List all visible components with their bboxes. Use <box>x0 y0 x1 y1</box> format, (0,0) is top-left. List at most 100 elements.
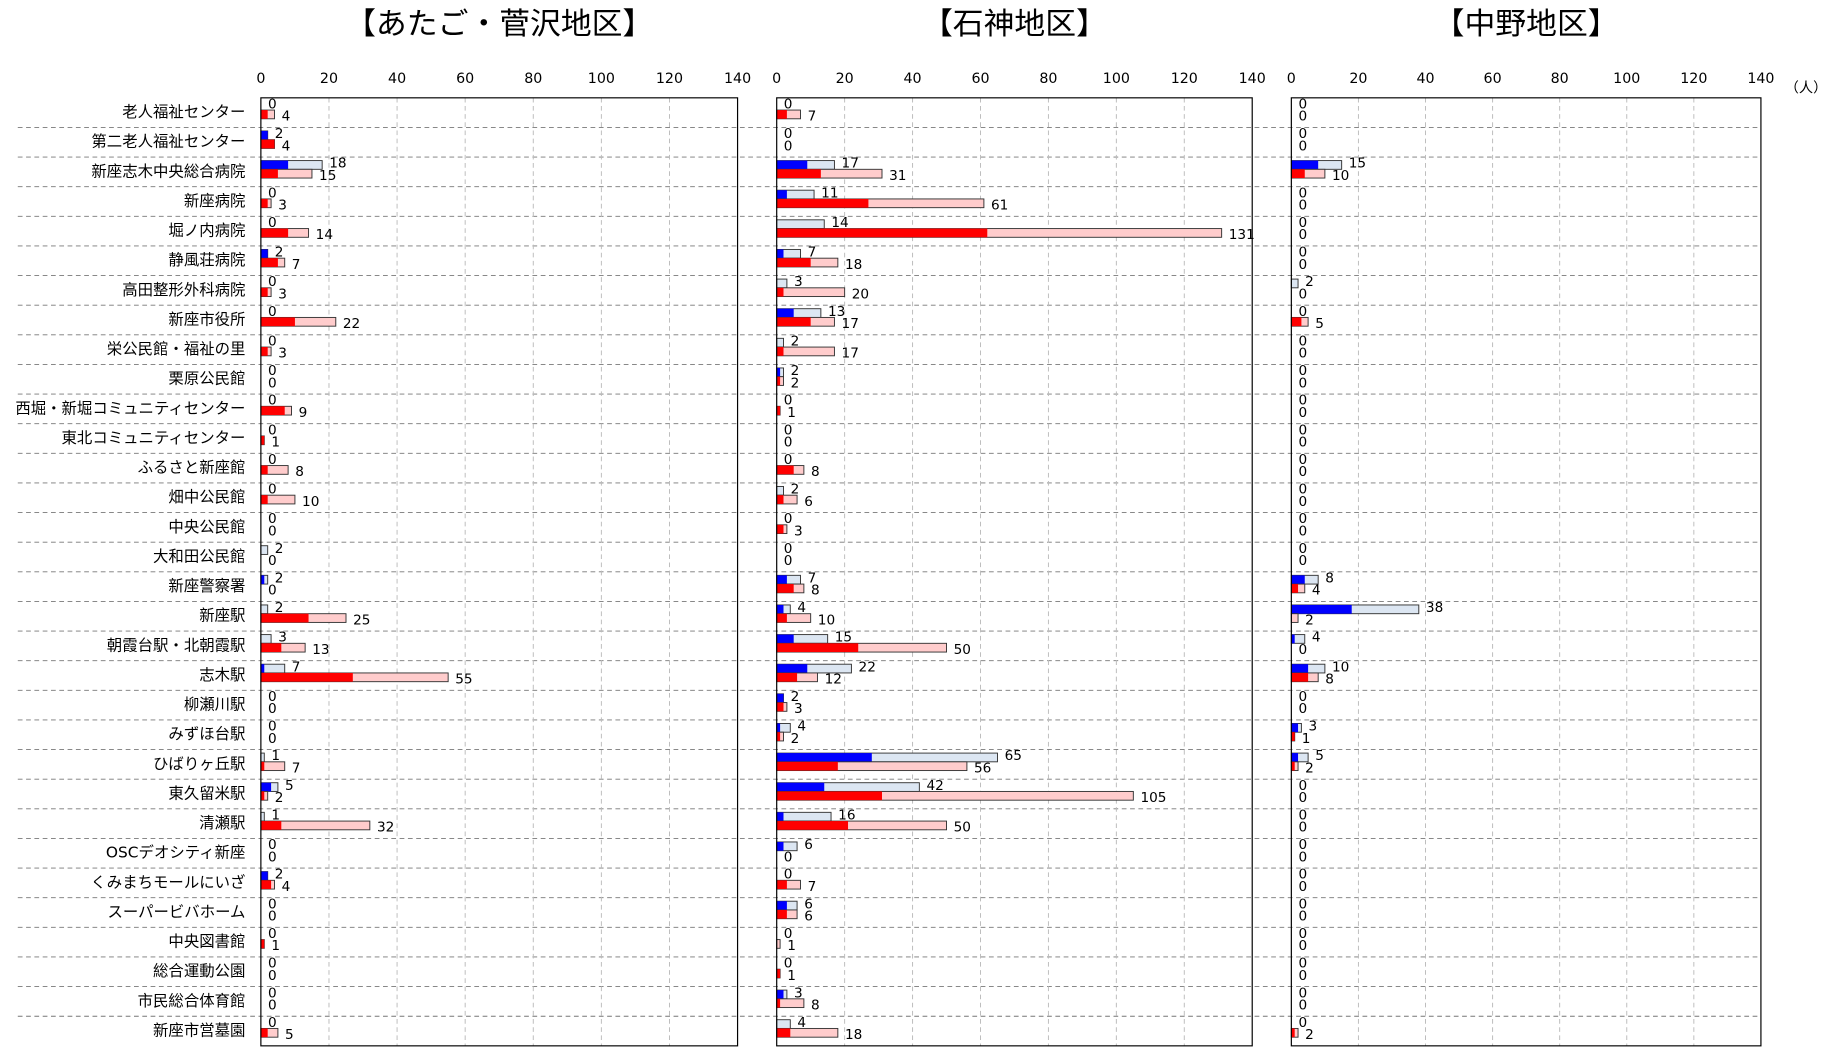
value-label: 12 <box>825 672 842 688</box>
value-label: 0 <box>1298 837 1307 853</box>
bar-part <box>776 672 798 682</box>
value-label: 0 <box>1298 97 1307 113</box>
x-tick-label: 60 <box>456 71 474 87</box>
bar-part <box>260 169 278 179</box>
x-tick-label: 140 <box>724 71 751 87</box>
value-label: 0 <box>268 482 277 498</box>
value-label: 4 <box>282 879 291 895</box>
value-label: 5 <box>285 1027 294 1043</box>
value-label: 0 <box>1298 138 1307 154</box>
value-label: 13 <box>312 642 329 658</box>
bar-part <box>1291 1028 1295 1038</box>
value-label: 6 <box>804 494 813 510</box>
value-label: 0 <box>1298 879 1307 895</box>
value-label: 0 <box>1298 909 1307 925</box>
value-label: 10 <box>818 612 835 628</box>
plot-border <box>260 97 739 1047</box>
value-label: 16 <box>838 808 855 824</box>
bar-part <box>776 524 784 534</box>
value-label: 2 <box>791 375 800 391</box>
bar-part <box>776 643 859 653</box>
bar-part <box>1291 575 1305 585</box>
bar-part <box>776 190 787 199</box>
bar-total <box>260 761 286 772</box>
category-label: 堀ノ内病院 <box>168 222 245 240</box>
bar-total <box>776 485 784 496</box>
bar-total <box>776 278 788 289</box>
category-label: 中央図書館 <box>168 933 245 951</box>
value-label: 2 <box>791 731 800 747</box>
plot-border <box>1290 97 1762 1047</box>
bar-part <box>776 249 784 259</box>
bar-part <box>776 909 787 919</box>
category-label: 新座市役所 <box>168 311 245 329</box>
category-label: くみまちモールにいざ <box>91 873 246 891</box>
value-label: 0 <box>268 511 277 527</box>
bar-part <box>776 753 872 762</box>
bar-total <box>1290 278 1299 289</box>
value-label: 0 <box>1298 820 1307 836</box>
value-label: 0 <box>268 393 277 409</box>
value-label: 2 <box>275 571 284 587</box>
value-label: 0 <box>1298 701 1307 717</box>
value-label: 0 <box>268 363 277 379</box>
value-label: 7 <box>808 879 817 895</box>
bar-part <box>260 139 275 149</box>
value-label: 0 <box>268 185 277 201</box>
value-label: 0 <box>268 274 277 290</box>
value-label: 11 <box>821 185 838 201</box>
bar-part <box>776 880 787 890</box>
value-label: 3 <box>1309 719 1318 735</box>
category-label: 新座志木中央総合病院 <box>91 162 245 180</box>
x-tick-label: 140 <box>1747 71 1774 87</box>
value-label: 0 <box>268 689 277 705</box>
value-label: 9 <box>299 405 308 421</box>
value-label: 2 <box>1305 761 1314 777</box>
x-tick-label: 60 <box>971 71 989 87</box>
value-label: 0 <box>784 849 793 865</box>
value-label: 20 <box>852 287 869 303</box>
value-label: 17 <box>842 346 859 362</box>
value-label: 0 <box>1298 422 1307 438</box>
bar-part <box>1291 761 1295 771</box>
value-label: 6 <box>804 909 813 925</box>
value-label: 61 <box>991 198 1008 214</box>
value-label: 2 <box>275 245 284 261</box>
bar-part <box>260 880 272 890</box>
value-label: 3 <box>278 287 287 303</box>
value-label: 31 <box>889 168 906 184</box>
category-label: 西堀・新堀コミュニティセンター <box>15 399 245 417</box>
value-label: 7 <box>808 571 817 587</box>
value-label: 1 <box>271 808 280 824</box>
bar-part <box>260 1028 268 1038</box>
value-label: 6 <box>804 837 813 853</box>
value-label: 0 <box>268 837 277 853</box>
x-tick-label: 80 <box>1551 71 1569 87</box>
bar-part <box>260 782 272 792</box>
value-label: 0 <box>1298 1015 1307 1031</box>
value-label: 0 <box>268 334 277 350</box>
x-tick-label: 0 <box>772 71 781 87</box>
value-label: 0 <box>1298 867 1307 883</box>
value-label: 0 <box>1298 126 1307 142</box>
bar-part <box>776 169 821 179</box>
bar-part <box>260 575 265 585</box>
value-label: 0 <box>1298 511 1307 527</box>
bar-part <box>260 672 353 682</box>
bar-part <box>1291 317 1302 327</box>
x-tick-label: 100 <box>1613 71 1640 87</box>
value-label: 0 <box>1298 334 1307 350</box>
x-tick-label: 20 <box>836 71 854 87</box>
value-label: 4 <box>1312 630 1321 646</box>
value-label: 2 <box>791 482 800 498</box>
category-label: 高田整形外科病院 <box>122 281 245 299</box>
value-label: 0 <box>1298 849 1307 865</box>
value-label: 0 <box>1298 435 1307 451</box>
bar-part <box>260 613 309 623</box>
value-label: 3 <box>794 274 803 290</box>
value-label: 18 <box>845 1027 862 1043</box>
value-label: 0 <box>1298 304 1307 320</box>
bar-part <box>260 249 268 259</box>
bar-part <box>776 821 849 830</box>
